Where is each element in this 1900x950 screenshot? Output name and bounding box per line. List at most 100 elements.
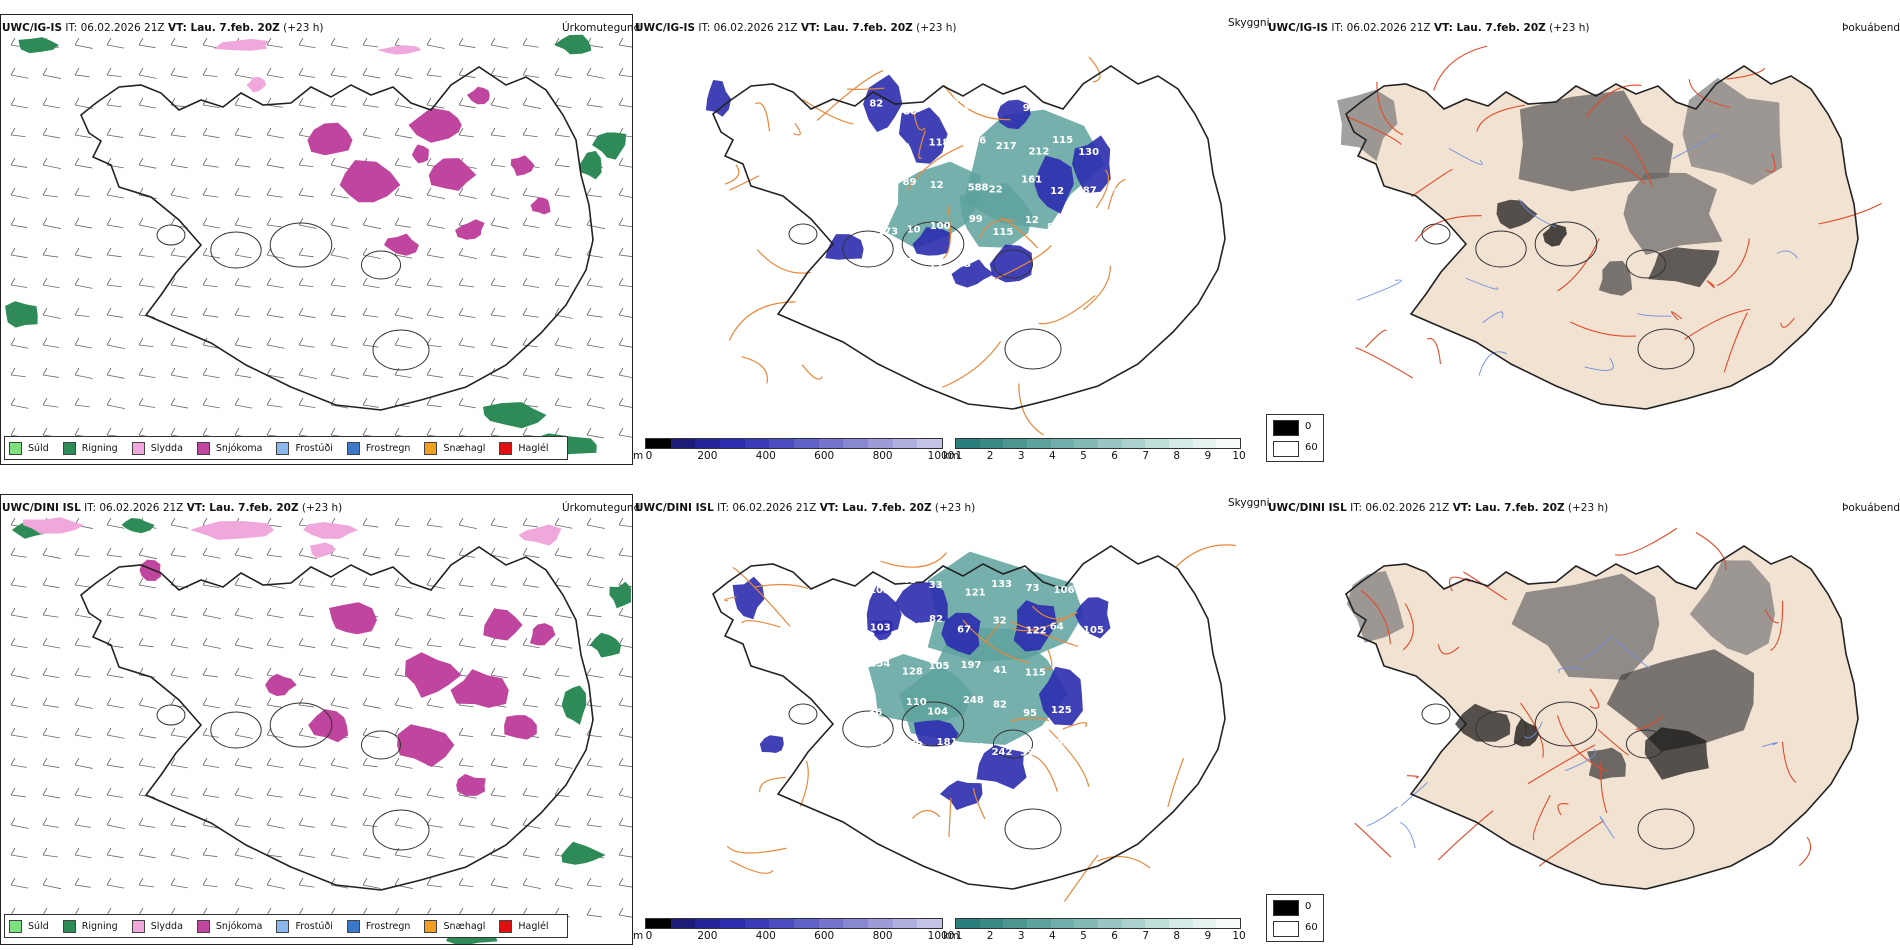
colorbar-cell	[1192, 439, 1217, 448]
colorbar-unit: km	[943, 450, 960, 462]
colorbar-cell	[670, 919, 696, 928]
cloud-base-label: 95	[1114, 187, 1128, 198]
colorbar-tick: 1000	[927, 930, 955, 942]
colorbar-tick: 9	[1204, 450, 1212, 462]
cloud-base-label: 70	[1117, 146, 1131, 157]
colorbar-cell	[979, 439, 1004, 448]
colorbar-strip	[955, 438, 1241, 449]
colorbar-cell	[695, 439, 720, 448]
colorbar-tick: 1	[955, 450, 963, 462]
colorbar-strip	[645, 918, 943, 929]
fog-legend-swatch	[1273, 420, 1299, 436]
colorbar-tick: 0	[645, 450, 653, 462]
cloud-base-label: 248	[963, 695, 984, 706]
cloud-base-label: 146	[965, 136, 986, 147]
iceland-outline	[712, 545, 1226, 890]
cloud-base-label: 121	[965, 588, 986, 599]
cloud-base-label: 78	[1109, 227, 1123, 238]
fog-legend: 0 60	[1266, 894, 1324, 942]
legend-label: Frostregn	[365, 920, 411, 932]
colorbar-strip	[645, 438, 943, 449]
fog-shading	[1337, 66, 1858, 409]
fog-index-panel-dini	[1266, 494, 1900, 945]
cloud-base-label: 100	[930, 221, 951, 232]
colorbar-tick: 4	[1048, 450, 1056, 462]
iceland-outline	[712, 65, 1226, 410]
colorbar-cell	[917, 439, 942, 448]
legend-swatch	[131, 441, 145, 455]
colorbar-cell	[1003, 439, 1027, 448]
panel-field-name: Þokuábendi	[1842, 502, 1900, 514]
cloud-base-label: 63	[903, 575, 917, 586]
legend-swatch	[276, 441, 290, 455]
panel-field-name: Skyggni	[1228, 497, 1270, 509]
cloud-base-label: 41	[993, 665, 1007, 676]
legend-label: Rigning	[81, 442, 118, 454]
cloud-base-label: 72	[877, 142, 891, 153]
panel-title-dini-3: UWC/DINI ISL IT: 06.02.2026 21Z VT: Lau.…	[1268, 502, 1609, 514]
colorbar-cell	[818, 439, 844, 448]
fog-shading	[1346, 546, 1858, 889]
cloud-base-label: 99	[1023, 103, 1037, 114]
colorbar-cell	[892, 919, 918, 928]
legend-item-rigning: Rigning	[62, 919, 118, 933]
cloud-base-label: 105	[929, 661, 950, 672]
colorbar-tick: 5	[1080, 450, 1087, 462]
cloud-base-label: 173	[877, 226, 898, 237]
colorbar-tick: 400	[755, 450, 776, 462]
cloud-base-label: 161	[1021, 174, 1042, 185]
legend-swatch	[499, 919, 513, 933]
cloud-base-label: 133	[991, 579, 1012, 590]
legend-item-suld: Súld	[9, 441, 49, 455]
colorbar-cell	[646, 439, 671, 448]
legend-item-snjokoma: Snjókoma	[196, 919, 263, 933]
cloud-base-label: 132	[1057, 657, 1078, 668]
cloud-base-label: 53	[957, 259, 971, 270]
precip-areas	[5, 34, 627, 458]
cloud-base-label: 22	[989, 185, 1003, 196]
colorbar-tick: 2	[986, 930, 994, 942]
fog-legend: 0 60	[1266, 414, 1324, 462]
colorbar-tick: 2	[986, 450, 994, 462]
visibility-areas	[705, 74, 1111, 288]
cloud-base-label: 36	[868, 708, 882, 719]
cloud-base-label: 105	[869, 585, 890, 596]
colorbar-tick: 8	[1173, 930, 1181, 942]
cloud-base-label: 97	[1053, 97, 1067, 108]
fog-index-panel-igis	[1266, 14, 1900, 465]
colorbar-cell	[1097, 919, 1122, 928]
legend-item-slydda: Slydda	[131, 441, 183, 455]
colorbar-tick: 200	[697, 930, 718, 942]
cloud-base-label: 31	[1108, 103, 1122, 114]
colorbar-cell	[1216, 919, 1240, 928]
colorbar-strip	[955, 918, 1241, 929]
colorbar-unit: m	[633, 450, 644, 462]
colorbar-cell	[744, 919, 770, 928]
colorbar-cell	[1145, 919, 1169, 928]
legend-label: Súld	[28, 442, 49, 454]
road-network	[724, 56, 1126, 436]
colorbar-cell	[646, 919, 671, 928]
precip-type-panel-dini	[0, 494, 633, 945]
colorbar-cell	[1168, 919, 1193, 928]
legend-item-snjokoma: Snjókoma	[196, 441, 263, 455]
legend-label: Frostregn	[365, 442, 411, 454]
panel-field-name: Úrkomutegund	[562, 22, 641, 34]
legend-label: Snjókoma	[215, 442, 263, 454]
colorbar-tick: 1000	[927, 450, 955, 462]
legend-label: Snjókoma	[215, 920, 263, 932]
iceland-outline	[1345, 65, 1859, 410]
cloud-base-label: 147	[1085, 107, 1106, 118]
cloud-base-label: 12	[929, 261, 943, 272]
iceland-outline	[80, 546, 594, 891]
colorbar-tick: 9	[1204, 930, 1212, 942]
colorbar-tick: 10	[1232, 450, 1246, 462]
panel-title-dini-1: UWC/DINI ISL IT: 06.02.2026 21Z VT: Lau.…	[2, 502, 343, 514]
cloud-base-label: 89	[1079, 665, 1093, 676]
colorbar-cell	[979, 919, 1004, 928]
cloud-base-label: 118	[929, 138, 950, 149]
cloud-base-label: 80	[903, 107, 917, 118]
road-network	[724, 544, 1237, 902]
cloud-base-label: 62	[870, 267, 884, 278]
